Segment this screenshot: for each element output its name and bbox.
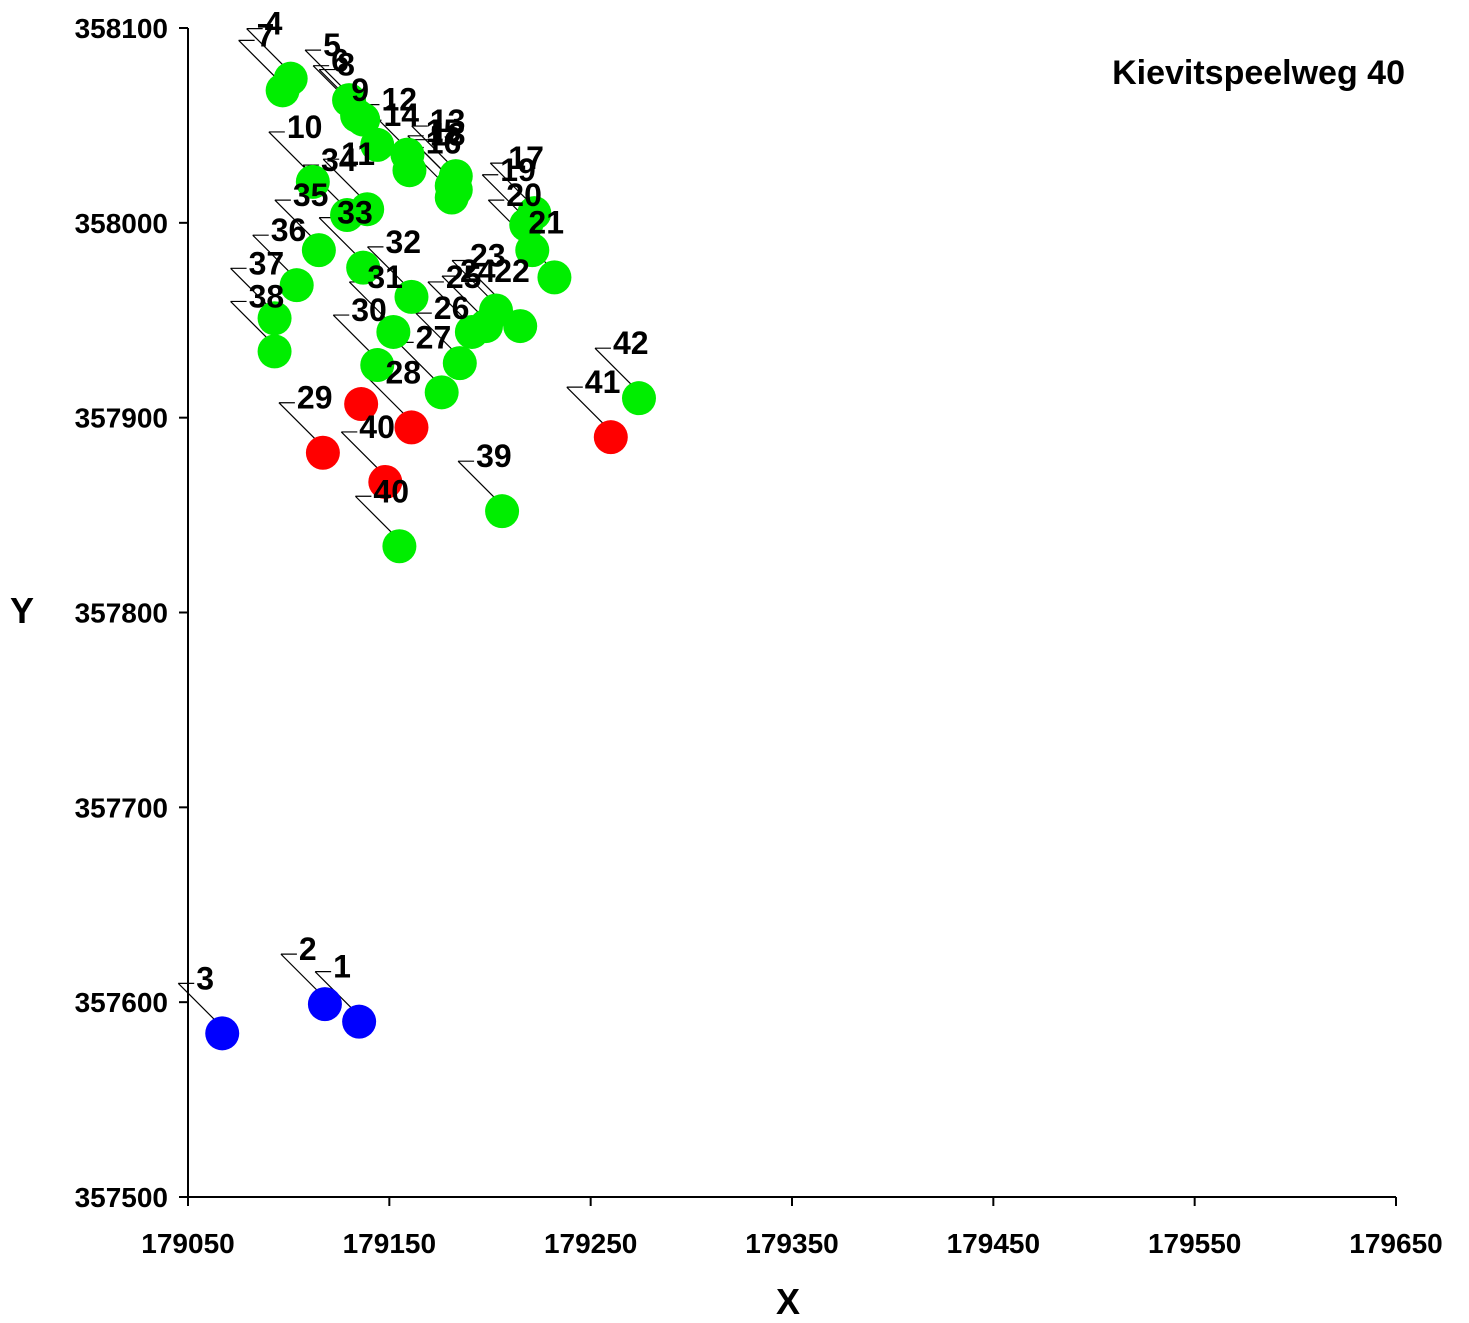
point-label: 37: [249, 245, 285, 281]
point-label: 35: [293, 177, 329, 213]
data-point-20: [515, 233, 550, 268]
data-point-31: [376, 314, 411, 349]
point-label: 40: [373, 473, 409, 509]
data-point-2: [307, 987, 342, 1022]
chart-title: Kievitspeelweg 40: [1112, 54, 1405, 92]
data-point-19: [509, 207, 544, 242]
point-label: 26: [434, 290, 470, 326]
point-label: 19: [500, 152, 536, 188]
point-label: 21: [528, 204, 564, 240]
x-tick-label: 179650: [1349, 1228, 1442, 1259]
point-label: 10: [287, 109, 323, 145]
data-point-21: [537, 260, 572, 295]
point-label: 25: [446, 259, 482, 295]
y-tick-label: 358000: [75, 208, 168, 239]
data-point-25: [454, 314, 489, 349]
data-point-26: [442, 346, 477, 381]
data-point-42: [621, 381, 656, 416]
point-label: 9: [351, 72, 369, 108]
point-label: 14: [383, 97, 419, 133]
x-tick-label: 179250: [544, 1228, 637, 1259]
x-tick-label: 179150: [343, 1228, 436, 1259]
x-tick-label: 179450: [947, 1228, 1040, 1259]
data-point-7: [265, 73, 300, 108]
data-point-34: [330, 198, 365, 233]
point-label: 20: [506, 177, 542, 213]
point-label: 30: [351, 292, 387, 328]
point-label: 42: [613, 325, 649, 361]
point-label: 24: [460, 253, 496, 289]
y-tick-label: 357900: [75, 403, 168, 434]
data-point-22: [503, 309, 538, 344]
data-point-39: [485, 494, 520, 529]
axes: 179050 179150 179250 179350 179450 179550 1796…: [75, 13, 1443, 1259]
point-label: 5: [323, 27, 341, 63]
data-point-14: [392, 153, 427, 188]
y-tick-label: 358100: [75, 13, 168, 44]
data-point-18: [438, 172, 473, 207]
point-label: 6: [331, 43, 349, 79]
data-point-30: [360, 348, 395, 383]
point-label: 40: [359, 409, 395, 445]
data-point-37: [257, 301, 292, 336]
data-point-35: [301, 233, 336, 268]
point-label: 27: [416, 319, 452, 355]
point-label: 8: [337, 47, 355, 83]
data-point-27: [424, 375, 459, 410]
data-point-9: [360, 127, 395, 162]
point-label: 3: [196, 960, 214, 996]
point-label: 36: [271, 212, 307, 248]
data-point-36: [279, 268, 314, 303]
x-tick-label: 179050: [141, 1228, 234, 1259]
point-label: 41: [585, 364, 621, 400]
data-point-8: [346, 102, 381, 137]
point-label: 1: [333, 949, 351, 985]
point-label: 4: [265, 6, 283, 42]
x-tick-label: 179550: [1148, 1228, 1241, 1259]
y-tick-label: 357500: [75, 1182, 168, 1213]
data-point-10: [295, 164, 330, 199]
data-point-41: [593, 420, 628, 455]
point-label: 18: [430, 117, 466, 153]
y-tick-label: 357700: [75, 792, 168, 823]
point-label: 11: [341, 136, 375, 172]
data-points: [205, 61, 656, 1051]
point-label: 17: [508, 140, 544, 176]
point-label: 16: [426, 125, 462, 161]
point-label: 22: [494, 253, 530, 289]
point-label: 33: [337, 195, 373, 231]
y-axis-title: Y: [10, 590, 34, 631]
point-label: 28: [385, 354, 421, 390]
data-point-38: [257, 334, 292, 369]
x-tick-label: 179350: [745, 1228, 838, 1259]
data-point-unlabeled: [344, 387, 379, 422]
point-label: 38: [249, 278, 285, 314]
point-label: 34: [321, 142, 357, 178]
point-label: 13: [430, 103, 466, 139]
point-label: 31: [367, 259, 403, 295]
point-label: 12: [381, 82, 417, 118]
y-tick-label: 357800: [75, 598, 168, 629]
point-label: 32: [385, 224, 421, 260]
data-point-1: [342, 1004, 377, 1039]
y-tick-label: 357600: [75, 987, 168, 1018]
point-label: 39: [476, 438, 512, 474]
data-point-40: [382, 529, 417, 564]
data-point-29: [305, 435, 340, 470]
point-label: 2: [299, 931, 317, 967]
data-point-33: [346, 250, 381, 285]
data-point-3: [205, 1016, 240, 1051]
point-label: 29: [297, 380, 333, 416]
point-label: 23: [470, 238, 506, 274]
point-label: 15: [426, 113, 462, 149]
point-label: 7: [257, 17, 275, 53]
data-point-40: [368, 464, 403, 499]
data-point-28: [394, 410, 429, 445]
data-point-32: [394, 279, 429, 314]
x-axis-title: X: [776, 1281, 800, 1322]
